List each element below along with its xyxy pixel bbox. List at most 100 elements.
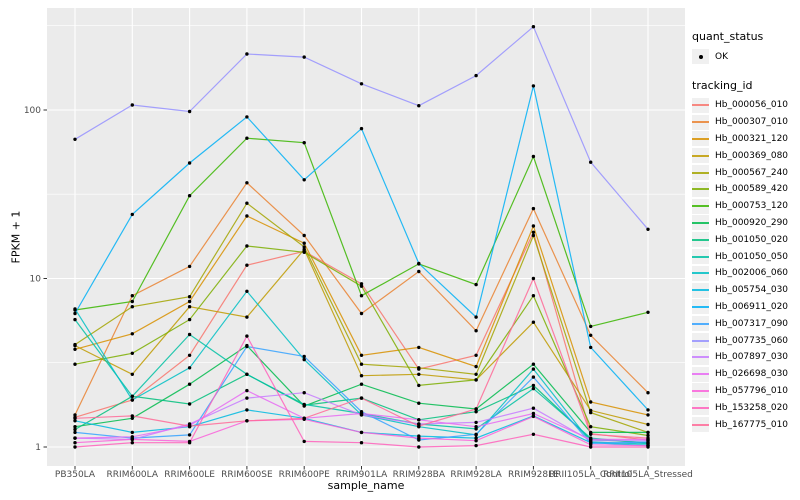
legend-title-quant-status: quant_status <box>692 30 764 43</box>
series-color-swatch <box>692 265 709 281</box>
series-line-icon <box>692 121 709 124</box>
series-color-swatch <box>692 349 709 365</box>
x-tick-labels: PB350LA RRIM600LA RRIM600LE RRIM600SE RRIM60… <box>55 470 693 480</box>
svg-text:RRII105LA_Stressed: RRII105LA_Stressed <box>603 470 693 480</box>
x-axis-title: sample_name <box>327 479 405 492</box>
series-line-icon <box>692 373 709 376</box>
legend-label: Hb_000753_120 <box>715 201 789 212</box>
legend-item-Hb_167775_010: Hb_167775_010 <box>692 416 798 433</box>
legend-label: Hb_002006_060 <box>715 268 789 279</box>
legend-label: Hb_000056_010 <box>715 100 789 111</box>
series-color-swatch <box>692 299 709 315</box>
legend-label: Hb_000567_240 <box>715 167 789 178</box>
legend-item-Hb_007897_030: Hb_007897_030 <box>692 349 798 366</box>
legend-item-Hb_005754_030: Hb_005754_030 <box>692 282 798 299</box>
series-color-swatch <box>692 97 709 113</box>
legend-item-Hb_007735_060: Hb_007735_060 <box>692 332 798 349</box>
legend-item-Hb_000753_120: Hb_000753_120 <box>692 198 798 215</box>
legend-label: Hb_026698_030 <box>715 369 789 380</box>
series-line-icon <box>692 238 709 241</box>
series-color-swatch <box>692 333 709 349</box>
svg-text:RRII105LA_Control: RRII105LA_Control <box>549 470 632 480</box>
series-line-icon <box>692 154 709 157</box>
legend-label: Hb_001050_050 <box>715 251 789 262</box>
svg-text:RRIM928BA: RRIM928BA <box>393 470 446 480</box>
svg-text:100: 100 <box>24 106 41 116</box>
y-axis-title: FPKM + 1 <box>9 210 23 264</box>
series-color-swatch <box>692 282 709 298</box>
series-color-swatch <box>692 131 709 147</box>
legend-label: Hb_167775_010 <box>715 419 789 430</box>
series-line-icon <box>692 188 709 191</box>
legend-label: Hb_001050_020 <box>715 234 789 245</box>
legend-label: Hb_000920_290 <box>715 217 789 228</box>
svg-text:1: 1 <box>35 443 41 453</box>
legend-item-Hb_000056_010: Hb_000056_010 <box>692 97 798 114</box>
svg-text:RRIM928LE: RRIM928LE <box>508 470 559 480</box>
series-color-swatch <box>692 181 709 197</box>
legend-label-ok: OK <box>715 51 728 62</box>
series-line-icon <box>692 406 709 409</box>
series-line-icon <box>692 104 709 107</box>
svg-text:RRIM901LA: RRIM901LA <box>336 470 388 480</box>
svg-text:10: 10 <box>30 275 42 285</box>
series-color-swatch <box>692 232 709 248</box>
legend-label: Hb_057796_010 <box>715 385 789 396</box>
series-color-swatch <box>692 198 709 214</box>
series-line-icon <box>692 356 709 359</box>
grid-minor <box>47 25 685 364</box>
legend-item-Hb_000920_290: Hb_000920_290 <box>692 215 798 232</box>
legend-item-Hb_000589_420: Hb_000589_420 <box>692 181 798 198</box>
legend-title-tracking-id: tracking_id <box>692 79 753 92</box>
legend-label: Hb_007317_090 <box>715 318 789 329</box>
series-line-icon <box>692 171 709 174</box>
series-color-swatch <box>692 417 709 433</box>
legend-label: Hb_007735_060 <box>715 335 789 346</box>
series-line-icon <box>692 423 709 426</box>
legend-item-Hb_026698_030: Hb_026698_030 <box>692 366 798 383</box>
svg-text:RRIM600PE: RRIM600PE <box>279 470 331 480</box>
series-line-icon <box>692 322 709 325</box>
y-tick-labels: 1 10 100 <box>24 106 41 453</box>
legend: quant_status OK tracking_id Hb_000056_01… <box>692 30 798 433</box>
series-color-swatch <box>692 383 709 399</box>
series-line-icon <box>692 205 709 208</box>
legend-label: Hb_000369_080 <box>715 150 789 161</box>
legend-item-Hb_001050_050: Hb_001050_050 <box>692 248 798 265</box>
legend-item-Hb_057796_010: Hb_057796_010 <box>692 383 798 400</box>
legend-label: Hb_000307_010 <box>715 117 789 128</box>
legend-item-Hb_000321_120: Hb_000321_120 <box>692 131 798 148</box>
series-line-icon <box>692 221 709 224</box>
series-line-icon <box>692 272 709 275</box>
svg-text:RRIM928LA: RRIM928LA <box>450 470 502 480</box>
series-color-swatch <box>692 316 709 332</box>
series-color-swatch <box>692 366 709 382</box>
legend-item-Hb_002006_060: Hb_002006_060 <box>692 265 798 282</box>
legend-item-Hb_007317_090: Hb_007317_090 <box>692 315 798 332</box>
legend-item-Hb_153258_020: Hb_153258_020 <box>692 399 798 416</box>
legend-label: Hb_005754_030 <box>715 285 789 296</box>
legend-item-Hb_000369_080: Hb_000369_080 <box>692 147 798 164</box>
svg-text:RRIM600LE: RRIM600LE <box>164 470 215 480</box>
legend-item-Hb_000567_240: Hb_000567_240 <box>692 164 798 181</box>
series-color-swatch <box>692 215 709 231</box>
legend-item-ok: OK <box>692 48 798 65</box>
series-color-swatch <box>692 249 709 265</box>
series-color-swatch <box>692 148 709 164</box>
series-line-icon <box>692 305 709 308</box>
legend-item-Hb_006911_020: Hb_006911_020 <box>692 299 798 316</box>
series-color-swatch <box>692 114 709 130</box>
legend-label: Hb_000321_120 <box>715 133 789 144</box>
series-line-icon <box>692 289 709 292</box>
legend-label: Hb_153258_020 <box>715 402 789 413</box>
series-line-icon <box>692 137 709 140</box>
data-points <box>73 25 650 449</box>
legend-label: Hb_000589_420 <box>715 184 789 195</box>
ok-key-swatch <box>692 49 709 64</box>
svg-text:RRIM600SE: RRIM600SE <box>221 470 273 480</box>
series-line-icon <box>692 339 709 342</box>
axis-ticks <box>43 109 649 470</box>
series-color-swatch <box>692 165 709 181</box>
